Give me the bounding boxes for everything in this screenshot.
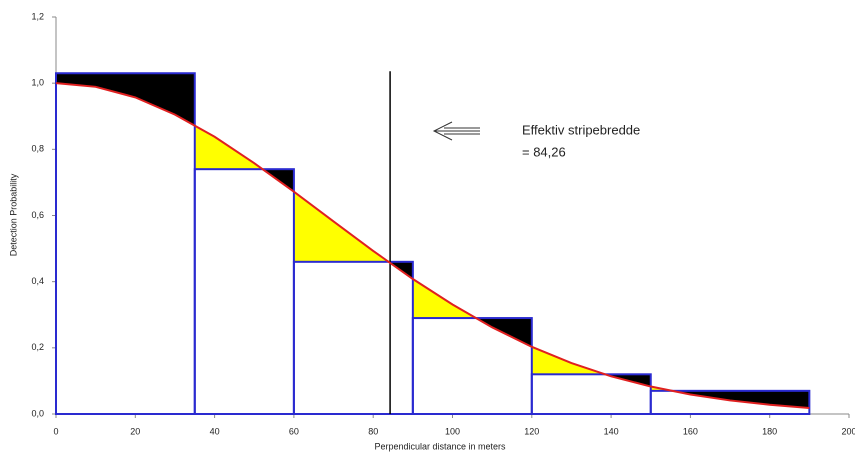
y-tick-label: 0,2 xyxy=(31,342,44,352)
x-tick-label: 100 xyxy=(445,426,460,436)
deficit-area xyxy=(293,83,413,262)
x-tick-label: 180 xyxy=(762,426,777,436)
x-tick-label: 60 xyxy=(289,426,299,436)
x-tick-label: 80 xyxy=(368,426,378,436)
x-tick-label: 40 xyxy=(210,426,220,436)
y-tick-label: 1,0 xyxy=(31,78,44,88)
x-tick-label: 120 xyxy=(524,426,539,436)
x-tick-label: 20 xyxy=(130,426,140,436)
x-tick-label: 140 xyxy=(604,426,619,436)
bar xyxy=(649,389,811,416)
fitted-curve xyxy=(55,82,810,410)
x-tick-label: 160 xyxy=(683,426,698,436)
excess-area xyxy=(650,390,810,409)
excess-area xyxy=(56,73,195,409)
x-tick-label: 200 xyxy=(841,426,855,436)
x-tick-label: 0 xyxy=(53,426,58,436)
y-tick-label: 0,4 xyxy=(31,276,44,286)
bar xyxy=(55,72,196,415)
deficit-area xyxy=(412,83,532,319)
bar xyxy=(292,260,414,416)
excess-area xyxy=(531,374,651,409)
excess-area xyxy=(412,318,532,409)
y-tick-label: 0,8 xyxy=(31,144,44,154)
y-tick-label: 1,2 xyxy=(31,11,44,21)
bar xyxy=(411,317,533,415)
x-axis-title: Perpendicular distance in meters xyxy=(374,441,506,451)
y-axis-title: Detection Probability xyxy=(8,173,18,256)
annotation: = 84,26 xyxy=(522,144,566,159)
arrow xyxy=(432,121,480,141)
excess-area xyxy=(194,169,294,409)
bar xyxy=(193,168,295,415)
deficit-area xyxy=(531,83,651,375)
excess-area xyxy=(293,261,413,409)
deficit-area xyxy=(194,83,294,170)
y-tick-label: 0,0 xyxy=(31,408,44,418)
deficit-area xyxy=(56,17,195,73)
annotation: Effektiv stripebredde xyxy=(522,122,640,137)
y-tick-label: 0,6 xyxy=(31,210,44,220)
deficit-area xyxy=(650,83,810,391)
